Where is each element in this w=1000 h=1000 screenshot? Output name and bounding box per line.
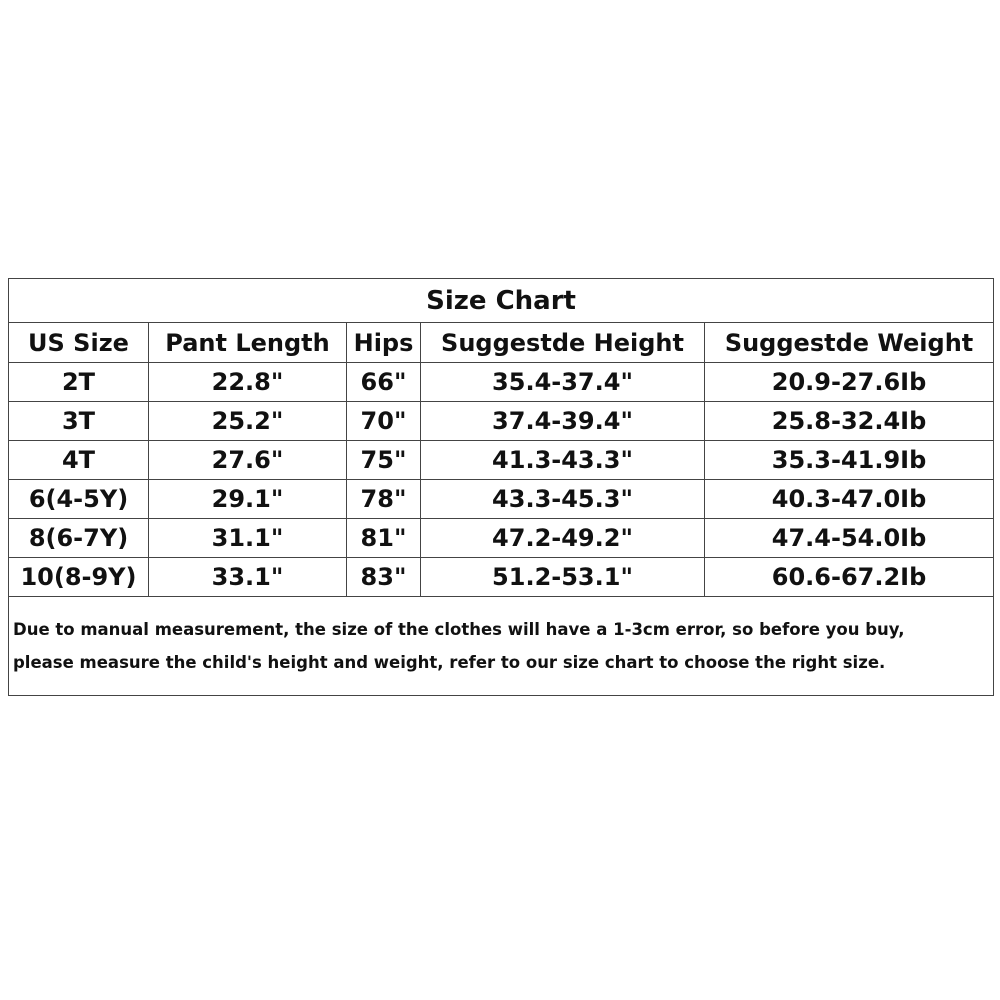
table-cell: 33.1" — [148, 557, 347, 597]
table-cell: 22.8" — [148, 362, 347, 402]
column-header: Hips — [346, 322, 421, 363]
table-row: 2T 22.8" 66" 35.4-37.4" 20.9-27.6Ib — [8, 362, 995, 402]
table-cell: 43.3-45.3" — [420, 479, 705, 519]
table-cell: 83" — [346, 557, 421, 597]
note-line: Due to manual measurement, the size of t… — [13, 620, 905, 639]
table-cell: 75" — [346, 440, 421, 480]
table-cell: 29.1" — [148, 479, 347, 519]
table-cell: 25.8-32.4Ib — [703, 401, 995, 441]
table-cell: 51.2-53.1" — [420, 557, 705, 597]
table-cell: 81" — [346, 518, 421, 558]
table-row: 4T 27.6" 75" 41.3-43.3" 35.3-41.9Ib — [8, 440, 995, 480]
column-header: US Size — [8, 322, 149, 363]
table-cell: 6(4-5Y) — [8, 479, 149, 519]
column-header: Suggestde Weight — [703, 322, 995, 363]
table-cell: 10(8-9Y) — [8, 557, 149, 597]
table-cell: 47.4-54.0Ib — [703, 518, 995, 558]
table-cell: 35.4-37.4" — [420, 362, 705, 402]
table-cell: 3T — [8, 401, 149, 441]
note-line: please measure the child's height and we… — [13, 653, 886, 672]
table-row: 3T 25.2" 70" 37.4-39.4" 25.8-32.4Ib — [8, 401, 995, 441]
note: Due to manual measurement, the size of t… — [7, 596, 995, 696]
table-cell: 37.4-39.4" — [420, 401, 705, 441]
table-row: 8(6-7Y) 31.1" 81" 47.2-49.2" 47.4-54.0Ib — [8, 518, 995, 558]
table-cell: 47.2-49.2" — [420, 518, 705, 558]
column-header: Suggestde Height — [420, 322, 705, 363]
size-table: Size Chart US Size Pant Length Hips Suggest… — [7, 278, 995, 696]
table-cell: 20.9-27.6Ib — [703, 362, 995, 402]
column-header: Pant Length — [148, 322, 347, 363]
table-cell: 41.3-43.3" — [420, 440, 705, 480]
table-cell: 78" — [346, 479, 421, 519]
table-cell: 8(6-7Y) — [8, 518, 149, 558]
table-cell: 25.2" — [148, 401, 347, 441]
table-cell: 27.6" — [148, 440, 347, 480]
table-body: 2T 22.8" 66" 35.4-37.4" 20.9-27.6Ib 3T 25.2" 70… — [8, 362, 995, 597]
table-cell: 40.3-47.0Ib — [703, 479, 995, 519]
table-cell: 60.6-67.2Ib — [703, 557, 995, 597]
table-cell: 66" — [346, 362, 421, 402]
table-row: 10(8-9Y) 33.1" 83" 51.2-53.1" 60.6-67.2Ib — [8, 557, 995, 597]
table-row: 6(4-5Y) 29.1" 78" 43.3-45.3" 40.3-47.0Ib — [8, 479, 995, 519]
table-cell: 35.3-41.9Ib — [703, 440, 995, 480]
table-cell: 70" — [346, 401, 421, 441]
table-cell: 31.1" — [148, 518, 347, 558]
table-cell: 4T — [8, 440, 149, 480]
header-row: US Size Pant Length Hips Suggestde Height Su… — [8, 322, 995, 363]
table-cell: 2T — [8, 362, 149, 402]
table-title: Size Chart — [7, 278, 995, 323]
